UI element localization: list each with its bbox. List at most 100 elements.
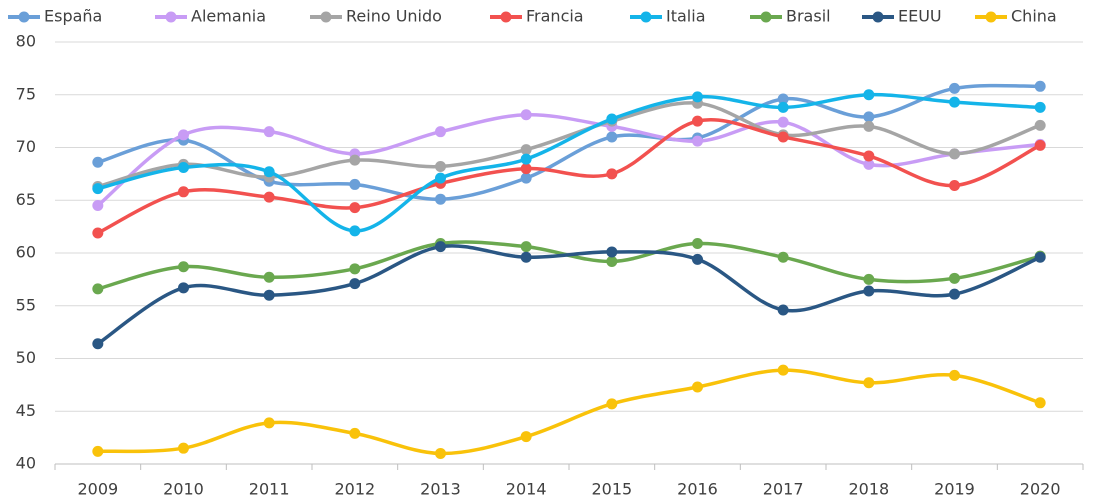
data-point bbox=[777, 251, 789, 263]
data-point bbox=[777, 304, 789, 316]
data-point bbox=[263, 166, 275, 178]
legend-label: Brasil bbox=[786, 7, 831, 26]
data-point bbox=[777, 101, 789, 113]
data-point bbox=[863, 89, 875, 101]
data-point bbox=[435, 447, 446, 459]
data-point bbox=[1034, 80, 1046, 92]
data-point bbox=[92, 183, 104, 195]
data-point bbox=[520, 163, 532, 175]
data-point bbox=[692, 91, 703, 103]
data-point bbox=[606, 255, 618, 267]
legend-marker bbox=[760, 11, 772, 23]
legend-marker bbox=[500, 11, 512, 23]
series-line bbox=[97, 368, 1041, 456]
data-point bbox=[949, 179, 960, 191]
legend-label: China bbox=[1011, 7, 1057, 26]
data-point bbox=[1034, 397, 1046, 409]
data-point bbox=[263, 289, 275, 301]
x-tick-label: 2013 bbox=[420, 480, 461, 499]
data-point bbox=[692, 135, 703, 147]
y-tick-label: 65 bbox=[16, 190, 36, 209]
legend-label: Francia bbox=[526, 7, 584, 26]
series-line bbox=[97, 118, 1041, 235]
legend-marker bbox=[872, 11, 884, 23]
legend-label: Italia bbox=[666, 7, 706, 26]
data-point bbox=[92, 227, 104, 239]
x-tick-label: 2009 bbox=[77, 480, 118, 499]
x-tick-label: 2017 bbox=[763, 480, 804, 499]
data-point bbox=[263, 191, 275, 203]
data-point bbox=[435, 193, 446, 205]
y-tick-label: 50 bbox=[16, 348, 36, 367]
data-point bbox=[777, 93, 789, 105]
series-line bbox=[97, 83, 1041, 201]
y-tick-label: 60 bbox=[16, 243, 36, 262]
data-point bbox=[863, 150, 875, 162]
data-point bbox=[949, 272, 960, 284]
series-line bbox=[97, 240, 1041, 291]
legend-label: Reino Unido bbox=[346, 7, 442, 26]
x-tick-label: 2010 bbox=[163, 480, 204, 499]
data-point bbox=[92, 200, 104, 212]
legend-marker bbox=[640, 11, 652, 23]
data-point bbox=[178, 129, 189, 141]
data-point bbox=[863, 377, 875, 389]
y-tick-label: 40 bbox=[16, 454, 36, 473]
data-point bbox=[520, 241, 532, 253]
x-tick-label: 2018 bbox=[848, 480, 889, 499]
data-point bbox=[777, 364, 789, 376]
data-point bbox=[863, 158, 875, 170]
series-line bbox=[96, 113, 1041, 207]
data-point bbox=[949, 148, 960, 160]
data-point bbox=[863, 111, 875, 123]
x-tick-label: 2019 bbox=[934, 480, 975, 499]
data-point bbox=[263, 126, 275, 138]
data-point bbox=[777, 131, 789, 143]
data-point bbox=[349, 154, 361, 166]
data-point bbox=[92, 445, 104, 457]
data-point bbox=[692, 253, 703, 265]
data-point bbox=[692, 238, 703, 250]
series-line bbox=[97, 92, 1041, 233]
data-point bbox=[178, 282, 189, 294]
x-tick-label: 2012 bbox=[334, 480, 375, 499]
series-line bbox=[96, 244, 1041, 346]
data-point bbox=[1034, 251, 1046, 263]
data-point bbox=[949, 82, 960, 94]
data-point bbox=[435, 241, 446, 253]
legend-marker bbox=[985, 11, 997, 23]
legend-marker bbox=[320, 11, 332, 23]
data-point bbox=[949, 96, 960, 108]
y-tick-label: 55 bbox=[16, 295, 36, 314]
data-point bbox=[435, 126, 446, 138]
y-tick-label: 80 bbox=[16, 32, 36, 51]
data-point bbox=[349, 263, 361, 275]
data-point bbox=[92, 283, 104, 295]
x-tick-label: 2016 bbox=[677, 480, 718, 499]
data-point bbox=[263, 271, 275, 283]
series-line bbox=[97, 101, 1041, 189]
data-point bbox=[863, 273, 875, 285]
data-point bbox=[777, 116, 789, 128]
legend-marker bbox=[165, 11, 177, 23]
y-tick-label: 75 bbox=[16, 84, 36, 103]
data-point bbox=[349, 427, 361, 439]
data-point bbox=[92, 338, 104, 350]
data-point bbox=[349, 278, 361, 290]
legend-label: EEUU bbox=[898, 7, 942, 26]
data-point bbox=[92, 156, 104, 168]
data-point bbox=[520, 109, 532, 121]
legend-label: Alemania bbox=[191, 7, 266, 26]
data-point bbox=[520, 144, 532, 156]
data-point bbox=[520, 153, 532, 165]
data-point bbox=[863, 285, 875, 297]
data-point bbox=[1034, 139, 1046, 151]
data-point bbox=[435, 172, 446, 184]
data-point bbox=[1034, 119, 1046, 131]
data-point bbox=[606, 113, 618, 125]
data-point bbox=[606, 246, 618, 258]
data-point bbox=[692, 115, 703, 127]
data-point bbox=[520, 172, 532, 184]
y-tick-label: 70 bbox=[16, 137, 36, 156]
